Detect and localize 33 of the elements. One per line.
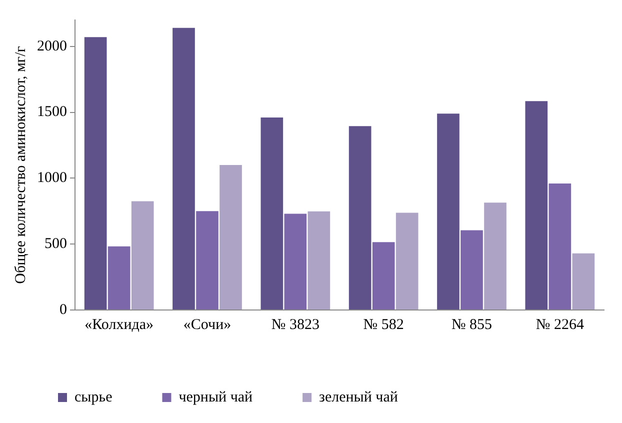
bar: [108, 246, 130, 310]
bar: [84, 37, 107, 310]
bar: [284, 214, 307, 310]
bar: [220, 165, 242, 310]
bar: [548, 183, 572, 310]
legend-label: сырье: [74, 389, 113, 406]
bar: [372, 242, 395, 310]
y-tick-label: 1000: [37, 170, 67, 186]
bar: [308, 211, 330, 310]
legend-label: зеленый чай: [319, 389, 398, 406]
x-tick-label: № 3823: [271, 316, 320, 333]
bar: [396, 212, 418, 310]
y-tick-label: 0: [60, 302, 67, 318]
y-tick-label: 1500: [37, 104, 67, 120]
x-tick-label: № 582: [363, 316, 404, 333]
bar: [172, 28, 195, 310]
bar: [348, 126, 372, 310]
x-tick-label: № 2264: [536, 316, 584, 333]
x-tick-label: № 855: [451, 316, 492, 333]
x-tick-label: «Сочи»: [183, 316, 232, 333]
bar: [484, 202, 506, 310]
bar: [260, 118, 284, 310]
bar: [196, 211, 218, 310]
bar: [525, 101, 548, 310]
bar: [460, 230, 483, 310]
bar: [437, 114, 460, 310]
legend-label: черный чай: [178, 389, 253, 406]
bar: [572, 253, 595, 310]
x-tick-label: «Колхида»: [84, 316, 154, 333]
y-tick-label: 500: [44, 236, 67, 252]
y-tick-label: 2000: [37, 38, 67, 54]
y-axis-title: Общее количество аминокислот, мг/г: [12, 46, 29, 284]
bar: [131, 201, 154, 310]
